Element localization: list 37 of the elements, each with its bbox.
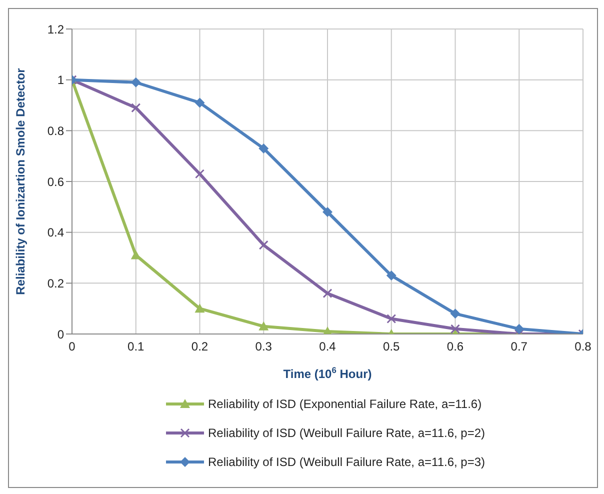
- y-tick-label: 0.8: [47, 124, 64, 138]
- legend-label: Reliability of ISD (Weibull Failure Rate, a=11.6, p=3): [208, 454, 486, 468]
- x-tick-label: 0.6: [446, 340, 464, 354]
- point: [514, 324, 524, 334]
- point: [195, 169, 204, 179]
- y-tick-label: 0.4: [47, 226, 64, 240]
- x-tick-label: 0.3: [255, 340, 272, 354]
- point: [258, 240, 268, 250]
- y-axis-title: Reliability of Ionizartion Smole Detector: [13, 68, 28, 295]
- x-tick-label: 0: [68, 340, 76, 354]
- x-tick-label: 0.7: [510, 340, 528, 354]
- legend-label: Reliability of ISD (Exponential Failure Rate, a=11.6): [208, 396, 482, 410]
- point: [386, 314, 396, 324]
- point: [131, 103, 141, 113]
- point: [258, 143, 269, 154]
- x-tick-label: 0.5: [383, 340, 400, 354]
- y-tick-label: 0.2: [47, 276, 64, 290]
- x-tick-label: 0.8: [574, 340, 592, 354]
- point: [386, 270, 396, 281]
- point: [130, 250, 141, 260]
- point: [450, 324, 460, 334]
- point: [450, 308, 460, 319]
- point: [258, 321, 269, 330]
- y-tick-label: 1: [57, 73, 64, 88]
- legend-label: Reliability of ISD (Weibull Failure Rate, a=11.6, p=2): [208, 426, 486, 440]
- y-tick-label: 0.6: [47, 174, 64, 189]
- point: [130, 77, 141, 88]
- point: [194, 98, 205, 108]
- y-tick-label: 1.2: [47, 22, 64, 36]
- x-tick-label: 0.1: [128, 340, 145, 354]
- x-tick-label: 0.4: [319, 340, 336, 354]
- y-tick-label: 0: [57, 327, 64, 342]
- point: [194, 304, 205, 313]
- point: [322, 288, 332, 298]
- x-axis-title: Time (10$^{6}$ Hour): [283, 365, 372, 381]
- x-tick-label: 0.2: [191, 340, 208, 354]
- point: [322, 207, 332, 217]
